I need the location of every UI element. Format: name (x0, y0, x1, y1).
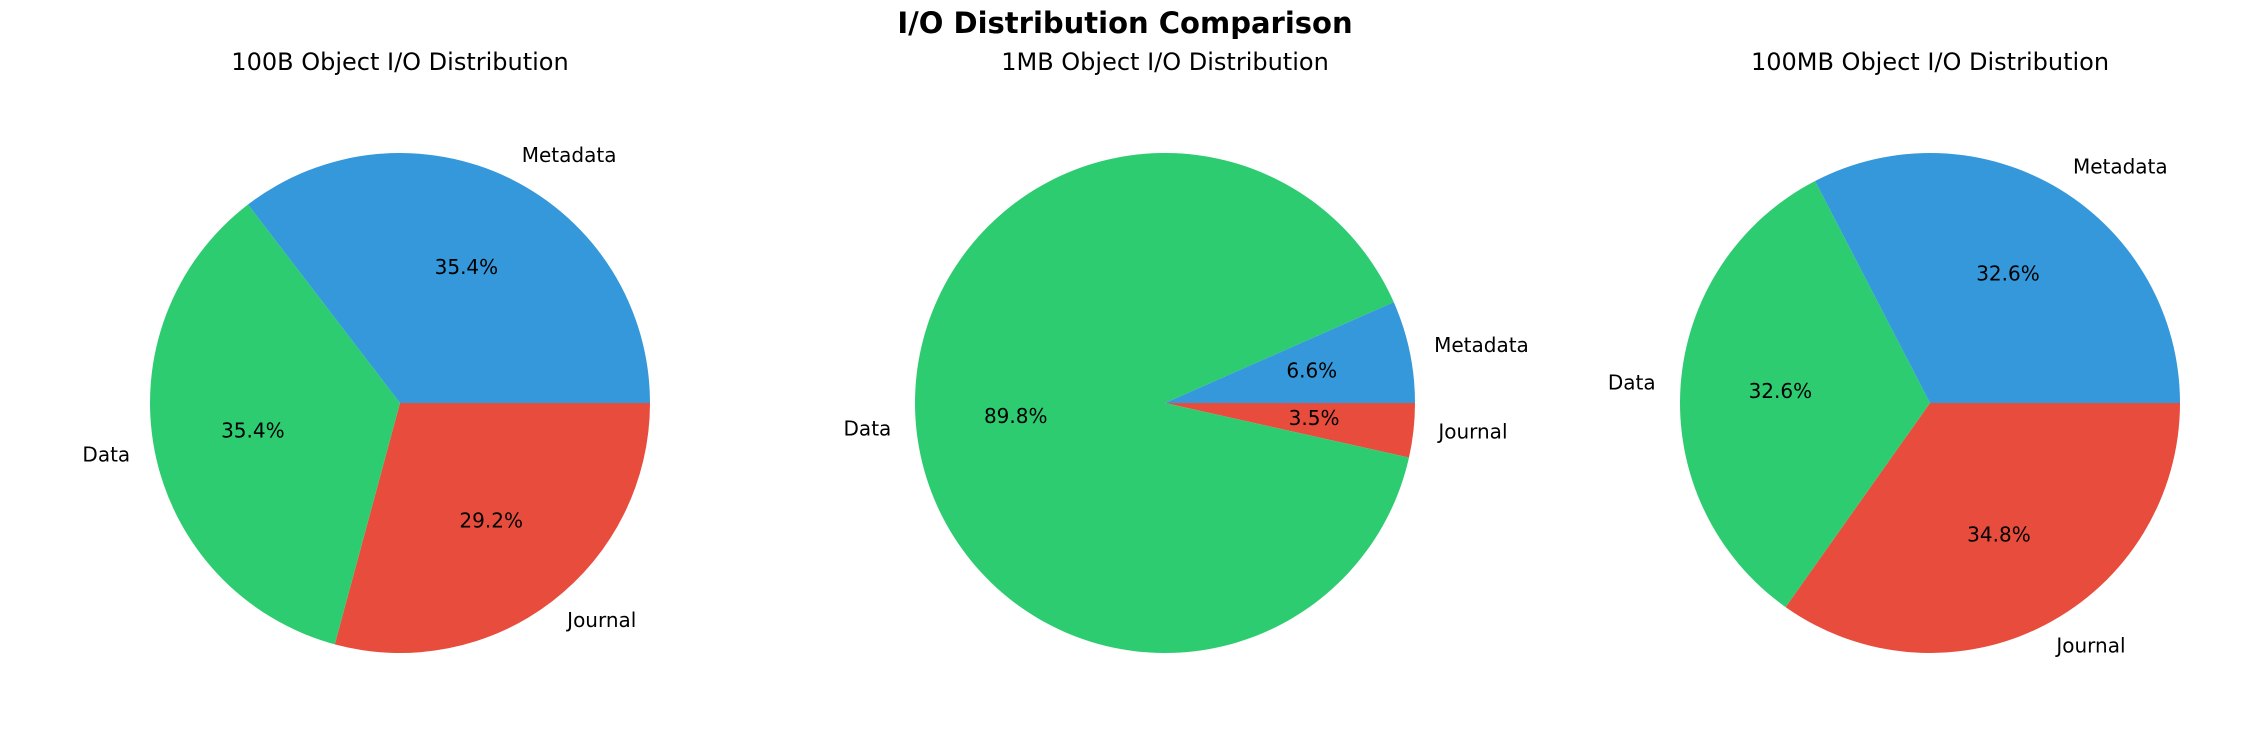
pie-chart-1: 100B Object I/O Distribution Journal 29.2%… (82, 48, 650, 653)
pie-chart-3: 100MB Object I/O Distribution Journal 34.8… (1608, 48, 2180, 658)
pie-slice-data (150, 204, 400, 645)
pie-slice-journal (1785, 403, 2180, 654)
slice-percent-journal: 3.5% (1289, 406, 1340, 430)
slice-percent-data: 89.8% (984, 404, 1048, 428)
slice-label-data: Data (82, 443, 130, 467)
slice-label-data: Data (844, 416, 892, 440)
slice-label-data: Data (1608, 371, 1656, 395)
slice-percent-journal: 34.8% (1967, 523, 2031, 547)
pie-slice-data (1679, 180, 1930, 608)
pie-slice-metadata (248, 152, 650, 403)
slice-label-metadata: Metadata (2073, 155, 2168, 179)
pie-title: 100MB Object I/O Distribution (1751, 48, 2109, 76)
figure-title: I/O Distribution Comparison (897, 6, 1353, 40)
pie-slice-metadata (1165, 302, 1415, 403)
pie-chart-2: 1MB Object I/O Distribution Journal 3.5% Da… (844, 48, 1529, 653)
pie-slice-data (915, 153, 1409, 653)
slice-percent-journal: 29.2% (459, 509, 523, 533)
slice-label-journal: Journal (2054, 634, 2125, 658)
pie-title: 1MB Object I/O Distribution (1001, 48, 1329, 76)
pie-title: 100B Object I/O Distribution (231, 48, 568, 76)
slice-percent-metadata: 35.4% (435, 255, 499, 279)
pie-slice-metadata (1815, 152, 2180, 403)
slice-label-metadata: Metadata (522, 143, 617, 167)
pie-slice-journal (334, 403, 650, 653)
slice-percent-metadata: 6.6% (1286, 359, 1337, 383)
slice-label-journal: Journal (565, 608, 636, 632)
slice-label-metadata: Metadata (1434, 333, 1529, 357)
slice-percent-data: 32.6% (1749, 379, 1813, 403)
slice-percent-data: 35.4% (221, 419, 285, 443)
slice-percent-metadata: 32.6% (1976, 261, 2040, 285)
pie-slice-journal (1165, 403, 1415, 458)
slice-label-journal: Journal (1436, 420, 1507, 444)
